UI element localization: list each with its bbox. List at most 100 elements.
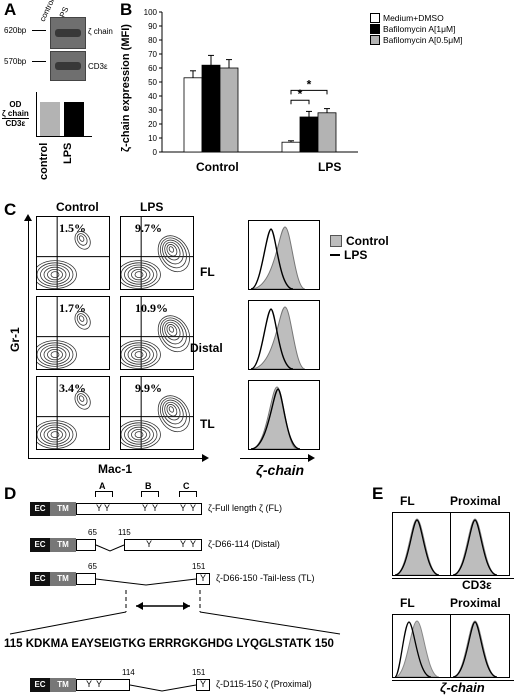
control-curve <box>250 386 298 449</box>
itam-bracket <box>95 491 113 497</box>
deletion-line <box>95 578 197 586</box>
gel-cd3e <box>50 51 86 81</box>
tyrosine: Y <box>180 503 187 513</box>
flow-percent: 9.9% <box>135 381 162 395</box>
contour-line <box>164 321 181 341</box>
contour-plot <box>37 217 109 289</box>
contour-line <box>134 271 144 278</box>
e-histogram-2 <box>392 614 452 678</box>
od-label: OD ζ chain CD3ε <box>2 100 29 128</box>
sample-curve <box>452 621 498 677</box>
contour-line <box>47 348 63 361</box>
contour-line <box>37 342 74 367</box>
contour-line <box>157 235 191 273</box>
contour-line <box>124 344 154 365</box>
flow-xlabel: Mac-1 <box>98 462 133 476</box>
arrowhead-right-icon <box>183 602 190 610</box>
itam-label: B <box>145 481 152 491</box>
contour-line <box>50 431 60 438</box>
contour-line <box>166 404 178 417</box>
contour-line <box>50 271 60 278</box>
contour-line <box>162 399 184 425</box>
arrow-570-icon <box>32 61 46 62</box>
contour-plot <box>121 377 193 449</box>
e-bottom-xlabel: ζ-chain <box>440 680 485 695</box>
contour-line <box>37 260 77 289</box>
bp-label-570: 570bp <box>4 57 27 66</box>
residue-number: 114 <box>122 668 135 677</box>
contour-line <box>74 391 91 410</box>
contour-line <box>37 262 74 287</box>
e-header-fl-bottom: FL <box>400 596 415 610</box>
contour-line <box>50 351 60 358</box>
contour-line <box>162 239 184 265</box>
category-label-control: Control <box>196 160 239 174</box>
zoom-line <box>199 611 341 635</box>
legend-item-baf-1: Bafilomycin A[1μM] <box>370 23 463 34</box>
tm-domain: TM <box>50 572 76 586</box>
hist-xaxis-arrow-icon <box>240 458 310 459</box>
tyrosine: Y <box>200 573 207 583</box>
y-tick-label: 50 <box>148 78 157 87</box>
flow-grid: 1.5% 9.7% 1.7% 10.9% 3.4% 9.9% <box>36 216 210 454</box>
contour-line <box>40 344 70 365</box>
flow-percent: 9.7% <box>135 221 162 235</box>
deletion-line <box>95 544 125 552</box>
y-tick-label: 100 <box>144 8 158 17</box>
residue-number: 65 <box>88 528 97 537</box>
od-baseline <box>36 136 92 137</box>
tm-domain: TM <box>50 502 76 516</box>
sample-curve <box>394 519 440 575</box>
e-header-fl-top: FL <box>400 494 415 508</box>
lps-curve <box>250 388 301 449</box>
od-bar-control <box>40 102 60 136</box>
tyrosine: Y <box>96 679 103 689</box>
lps-curve <box>250 308 294 369</box>
e-histogram-3 <box>450 614 510 678</box>
hist-legend-line-icon <box>330 254 340 256</box>
arrow-620-icon <box>32 30 46 31</box>
contour-line <box>121 260 161 289</box>
flow-plot-1-0: 1.7% <box>36 296 110 370</box>
contour-line <box>168 246 175 253</box>
contour-line <box>131 428 147 441</box>
contour-line <box>134 351 144 358</box>
histogram-svg <box>250 306 306 369</box>
contour-line <box>157 315 191 353</box>
ec-domain: EC <box>30 502 50 516</box>
histogram-2 <box>248 380 320 450</box>
e-header-proximal-bottom: Proximal <box>450 596 501 610</box>
contour-line <box>131 268 147 281</box>
hist-xlabel: ζ-chain <box>256 462 305 478</box>
panel-label-b: B <box>120 0 133 19</box>
sequence-text: 115 KDKMA EAYSEIGTKG ERRRGKGHDG LYQGLSTA… <box>4 638 334 650</box>
residue-number: 65 <box>88 562 97 571</box>
contour-line <box>166 324 178 337</box>
contour-line <box>76 233 88 246</box>
tyrosine: Y <box>86 679 93 689</box>
construct-label: ζ-D66-114 (Distal) <box>208 539 280 549</box>
sig-star: * <box>298 87 303 101</box>
od-bar-lps <box>64 102 84 136</box>
contour-line <box>74 231 91 250</box>
residue-number: 151 <box>192 562 206 571</box>
contour-line <box>162 319 184 345</box>
bar-chart: 0 10 20 30 40 50 60 70 80 90 100 * * <box>144 8 358 157</box>
e-histogram-0 <box>392 512 452 576</box>
y-tick-label: 60 <box>148 64 157 73</box>
contour-line <box>78 315 85 322</box>
legend-swatch-gray-icon <box>370 34 380 45</box>
control-curve <box>394 518 440 575</box>
flow-yaxis-arrow-icon <box>28 218 29 458</box>
contour-line <box>164 401 181 421</box>
y-tick-label: 70 <box>148 50 157 59</box>
flow-percent: 3.4% <box>59 381 86 395</box>
y-tick-label: 10 <box>148 134 157 143</box>
histogram-svg <box>250 226 306 289</box>
ec-domain: EC <box>30 538 50 552</box>
contour-line <box>127 426 151 443</box>
panel-label-c: C <box>4 200 17 219</box>
sample-curve <box>394 621 432 677</box>
histogram-1 <box>248 300 320 370</box>
